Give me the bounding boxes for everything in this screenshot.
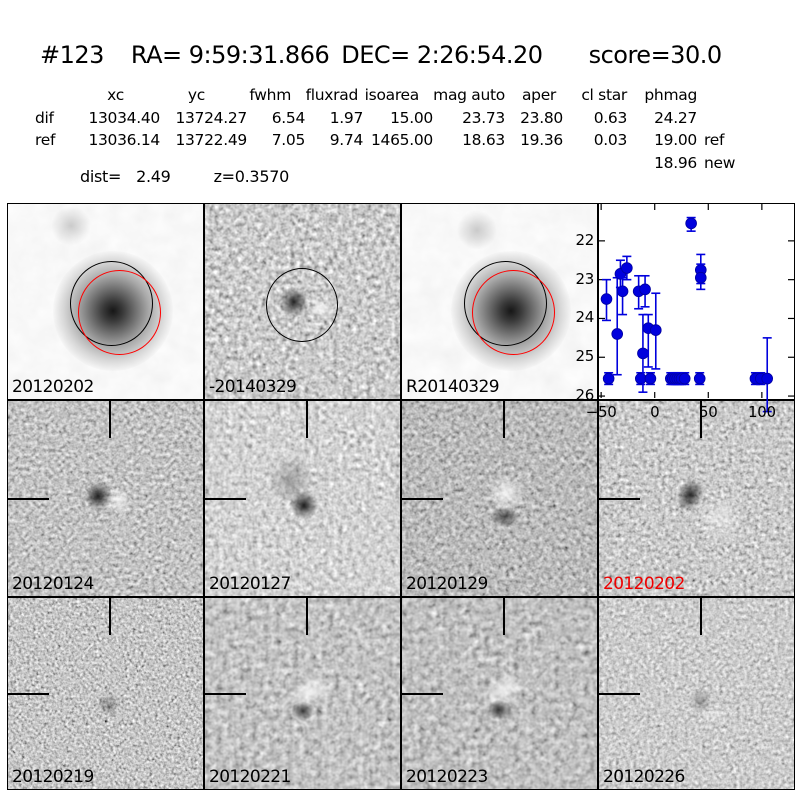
faint-source-blob — [48, 206, 94, 246]
crosshair-tick-top — [109, 598, 111, 635]
crosshair-tick-top — [700, 598, 702, 635]
crosshair-tick-top — [503, 598, 505, 635]
date-label: 20120219 — [12, 767, 94, 787]
crosshair-tick-top — [700, 401, 702, 438]
date-label: 20120129 — [406, 574, 488, 594]
faint-source-blob — [454, 210, 500, 250]
date-label: 20120223 — [406, 767, 488, 787]
date-label: -20140329 — [209, 377, 297, 397]
residual-dark-patch — [484, 698, 514, 722]
z-value: z=0.3570 — [213, 167, 290, 186]
col-yc: yc — [187, 86, 205, 104]
phmag-new-value: 18.96 — [654, 153, 697, 172]
ra-value: RA= 9:59:31.866 — [130, 41, 330, 69]
cutout-epoch-stamp: 20120127 — [204, 400, 401, 597]
figure-title: #123 RA= 9:59:31.866 DEC= 2:26:54.20 score=… — [40, 41, 722, 69]
col-xc: xc — [107, 86, 124, 104]
aperture-circle-black — [266, 268, 338, 342]
cutout-new-image: 20120202 — [7, 203, 204, 400]
cutout-reference-image: R20140329 — [401, 203, 598, 400]
phmag-new-suffix: new — [704, 153, 736, 172]
faint-dark-smudge — [96, 690, 122, 720]
cutout-epoch-stamp: 20120226 — [598, 597, 795, 790]
cutout-epoch-stamp: 20120124 — [7, 400, 204, 597]
crosshair-tick-left — [402, 693, 443, 695]
crosshair-tick-top — [306, 401, 308, 438]
crosshair-tick-left — [205, 693, 246, 695]
date-label: 20120127 — [209, 574, 291, 594]
dist-z-line: dist= 2.49 z=0.3570 — [80, 167, 289, 186]
table-row-dif: dif 13034.40 13724.27 6.54 1.97 15.00 23… — [28, 109, 742, 132]
col-cl-star: cl star — [581, 86, 627, 104]
col-mag-auto: mag auto — [433, 86, 505, 104]
col-phmag: phmag — [644, 86, 697, 104]
crosshair-tick-top — [503, 401, 505, 438]
table-row-phmag-new: 18.96 new — [28, 154, 742, 177]
col-fluxrad: fluxrad — [305, 86, 359, 104]
col-fwhm: fwhm — [249, 86, 291, 104]
cutout-epoch-stamp: 20120219 — [7, 597, 204, 790]
faint-light-patch — [699, 702, 729, 726]
score-value: score=30.0 — [588, 41, 723, 69]
candidate-id: #123 — [40, 41, 104, 69]
crosshair-tick-left — [8, 693, 49, 695]
date-label: 20120226 — [603, 767, 685, 787]
crosshair-tick-top — [306, 598, 308, 635]
x-tick-label: 50 — [699, 403, 718, 421]
cutout-epoch-stamp: 20120129 — [401, 400, 598, 597]
crosshair-tick-top — [109, 401, 111, 438]
cutout-epoch-stamp: 20120221 — [204, 597, 401, 790]
date-label: 20120221 — [209, 767, 291, 787]
lightcurve-plot: −50 0 50 100 22 23 24 25 26 — [576, 203, 795, 421]
y-tick-label: 23 — [575, 269, 595, 288]
residual-light-patch — [104, 487, 134, 515]
row-label: dif — [35, 108, 54, 127]
crosshair-tick-left — [599, 498, 640, 500]
col-aper: aper — [521, 86, 556, 104]
table-header-row: xc yc fwhm fluxrad isoarea mag auto aper… — [28, 86, 742, 109]
aperture-circle-red — [78, 270, 161, 355]
row-label: ref — [35, 131, 56, 149]
measurements-table: xc yc fwhm fluxrad isoarea mag auto aper… — [28, 86, 742, 176]
date-label: 20120202 — [12, 377, 94, 397]
dist-label: dist= — [80, 167, 122, 186]
y-tick-label: 26 — [575, 386, 595, 405]
date-label: R20140329 — [406, 377, 500, 397]
x-tick-label: −50 — [585, 403, 617, 421]
x-tick-label: 100 — [747, 403, 776, 421]
residual-dark-patch — [488, 505, 522, 529]
col-isoarea: isoarea — [364, 86, 420, 104]
crosshair-tick-left — [599, 693, 640, 695]
lightcurve-canvas — [599, 204, 794, 413]
aperture-circle-red — [472, 270, 555, 355]
faint-dark-smudge — [687, 686, 715, 716]
dec-value: DEC= 2:26:54.20 — [341, 41, 543, 69]
y-tick-label: 25 — [575, 347, 595, 366]
y-tick-label: 24 — [575, 308, 595, 327]
y-tick-label: 22 — [575, 230, 595, 249]
axis-tick-labels: −50 0 50 100 22 23 24 25 26 — [576, 204, 794, 421]
x-tick-label: 0 — [650, 403, 660, 421]
residual-light-patch — [691, 493, 749, 543]
dist-value: 2.49 — [136, 167, 171, 186]
crosshair-tick-left — [8, 498, 49, 500]
date-label: 20120202 — [603, 574, 685, 594]
cutout-epoch-stamp-highlighted: 20120202 — [598, 400, 795, 597]
cutout-epoch-stamp: 20120223 — [401, 597, 598, 790]
transient-dark-blob — [287, 487, 321, 523]
cutout-difference-image: -20140329 — [204, 203, 401, 400]
residual-dark-patch — [289, 700, 317, 722]
crosshair-tick-left — [402, 498, 443, 500]
date-label: 20120124 — [12, 574, 94, 594]
table-row-ref: ref 13036.14 13722.49 7.05 9.74 1465.00 … — [28, 131, 742, 154]
crosshair-tick-left — [205, 498, 246, 500]
